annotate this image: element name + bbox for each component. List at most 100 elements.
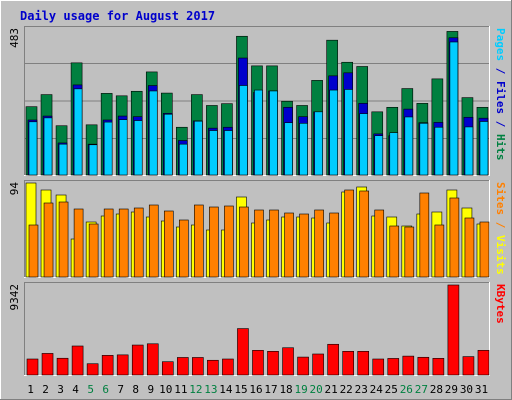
bar-pages-day-7 — [118, 119, 128, 176]
bar-pages-day-12 — [194, 120, 203, 176]
x-tick-label-day-16: 16 — [249, 383, 262, 396]
bar-sites-day-17 — [269, 209, 279, 278]
bar-pages-day-16 — [254, 89, 263, 176]
x-tick-label-day-18: 18 — [279, 383, 292, 396]
x-tick-label-day-3: 3 — [57, 383, 64, 396]
bar-pages-day-25 — [389, 132, 399, 176]
bar-sites-day-22 — [344, 189, 354, 278]
x-tick-label-day-26: 26 — [400, 383, 413, 396]
bar-kbytes-day-17 — [267, 351, 279, 376]
bar-pages-day-8 — [133, 120, 143, 176]
bar-sites-day-1 — [28, 224, 39, 278]
bar-kbytes-day-20 — [312, 353, 324, 376]
bar-kbytes-day-1 — [26, 358, 39, 376]
bar-kbytes-day-7 — [116, 354, 129, 376]
bar-sites-day-28 — [434, 224, 445, 278]
bar-kbytes-day-28 — [432, 358, 445, 376]
side-label-kbytes: KBytes — [494, 284, 507, 324]
bar-pages-day-22 — [344, 89, 353, 176]
bar-sites-day-31 — [479, 221, 490, 278]
chart-title: Daily usage for August 2017 — [20, 9, 215, 23]
bar-sites-day-2 — [43, 202, 54, 278]
bar-pages-day-4 — [73, 88, 83, 176]
bar-sites-day-27 — [419, 192, 430, 278]
bar-kbytes-day-2 — [41, 353, 54, 376]
x-tick-label-day-10: 10 — [159, 383, 172, 396]
side-label-part: Visits — [494, 235, 507, 275]
bar-pages-day-26 — [404, 116, 414, 176]
x-tick-label-day-12: 12 — [189, 383, 202, 396]
side-label-part: Files — [494, 81, 507, 114]
x-tick-label-day-7: 7 — [117, 383, 124, 396]
bar-pages-day-10 — [163, 113, 173, 176]
bar-kbytes-day-21 — [327, 343, 339, 376]
x-tick-label-day-1: 1 — [27, 383, 34, 396]
bar-pages-day-29 — [449, 41, 459, 176]
bar-kbytes-day-11 — [177, 357, 189, 376]
bar-sites-day-21 — [329, 212, 339, 278]
bar-kbytes-day-5 — [86, 363, 99, 376]
x-tick-label-day-27: 27 — [415, 383, 428, 396]
bar-pages-day-17 — [269, 90, 278, 176]
bar-sites-day-5 — [88, 223, 99, 278]
side-label-part: Sites — [494, 182, 507, 215]
bar-pages-day-6 — [103, 121, 113, 176]
bar-sites-day-14 — [224, 205, 234, 278]
x-tick-label-day-6: 6 — [102, 383, 109, 396]
x-tick-label-day-8: 8 — [132, 383, 139, 396]
bar-kbytes-day-9 — [146, 343, 159, 376]
x-tick-label-day-14: 14 — [219, 383, 233, 396]
bar-kbytes-day-10 — [161, 361, 174, 376]
x-tick-label-day-23: 23 — [355, 383, 368, 396]
bar-pages-day-15 — [239, 85, 248, 176]
x-tick-label-day-22: 22 — [340, 383, 353, 396]
bar-kbytes-day-8 — [131, 344, 144, 376]
bar-sites-day-24 — [374, 209, 385, 278]
y-max-label-visits: 94 — [8, 182, 21, 196]
bar-kbytes-day-22 — [342, 351, 354, 376]
x-tick-label-day-28: 28 — [430, 383, 443, 396]
bar-kbytes-day-29 — [447, 284, 460, 376]
bar-sites-day-4 — [73, 208, 84, 278]
y-axis-max-labels: 483 94 9342 — [8, 28, 21, 311]
bars — [25, 31, 490, 376]
x-tick-label-day-11: 11 — [174, 383, 187, 396]
bar-kbytes-day-14 — [222, 358, 234, 376]
bar-pages-day-1 — [28, 121, 38, 176]
bar-kbytes-day-6 — [101, 355, 114, 376]
bar-kbytes-day-15 — [237, 328, 249, 376]
x-tick-label-day-2: 2 — [42, 383, 49, 396]
bar-kbytes-day-18 — [282, 347, 294, 376]
x-tick-label-day-13: 13 — [204, 383, 217, 396]
bar-pages-day-2 — [43, 117, 53, 176]
bar-kbytes-day-16 — [252, 350, 264, 376]
bar-kbytes-day-19 — [297, 356, 309, 376]
bar-sites-day-26 — [404, 226, 415, 278]
x-tick-label-day-21: 21 — [325, 383, 338, 396]
bar-pages-day-28 — [434, 126, 444, 176]
side-label-part: / — [494, 61, 507, 81]
bar-sites-day-25 — [389, 225, 400, 278]
x-tick-label-day-5: 5 — [87, 383, 94, 396]
x-tick-label-day-17: 17 — [264, 383, 277, 396]
bar-kbytes-day-27 — [417, 356, 430, 376]
bar-sites-day-7 — [118, 208, 129, 278]
bar-sites-day-9 — [148, 204, 159, 278]
bar-pages-day-14 — [224, 130, 233, 176]
bar-kbytes-day-26 — [402, 355, 415, 376]
y-max-label-kbytes: 9342 — [8, 284, 21, 311]
bar-sites-day-15 — [239, 206, 249, 278]
bar-kbytes-day-24 — [372, 358, 385, 376]
bar-pages-day-5 — [88, 144, 98, 176]
bar-pages-day-18 — [284, 122, 293, 176]
x-tick-label-day-4: 4 — [72, 383, 79, 396]
bar-pages-day-11 — [179, 143, 188, 176]
side-label-part: / — [494, 114, 507, 134]
bar-pages-day-19 — [299, 123, 308, 176]
side-label-part: Hits — [494, 134, 507, 161]
bar-sites-day-29 — [449, 197, 460, 278]
bar-sites-day-6 — [103, 208, 114, 278]
x-tick-label-day-29: 29 — [445, 383, 458, 396]
bar-kbytes-day-23 — [357, 351, 370, 376]
